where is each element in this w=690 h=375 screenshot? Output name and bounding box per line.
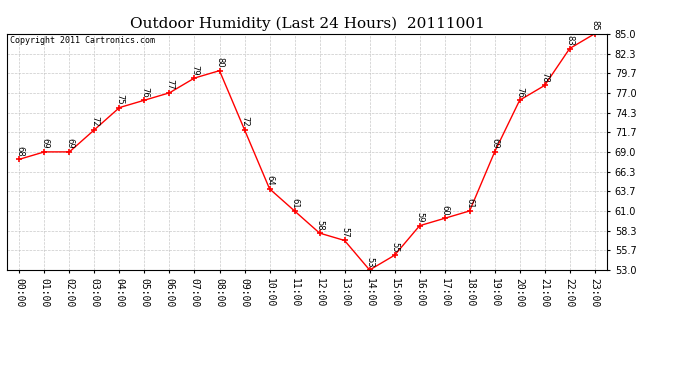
Text: 76: 76 — [515, 87, 524, 98]
Text: 60: 60 — [440, 205, 449, 216]
Text: 61: 61 — [465, 198, 474, 208]
Text: 58: 58 — [315, 220, 324, 230]
Text: 59: 59 — [415, 212, 424, 223]
Text: 78: 78 — [540, 72, 549, 82]
Text: 83: 83 — [565, 35, 574, 46]
Text: 57: 57 — [340, 227, 349, 238]
Title: Outdoor Humidity (Last 24 Hours)  20111001: Outdoor Humidity (Last 24 Hours) 2011100… — [130, 17, 484, 31]
Text: Copyright 2011 Cartronics.com: Copyright 2011 Cartronics.com — [10, 36, 155, 45]
Text: 55: 55 — [390, 242, 399, 252]
Text: 79: 79 — [190, 64, 199, 75]
Text: 85: 85 — [590, 20, 599, 31]
Text: 68: 68 — [15, 146, 24, 156]
Text: 77: 77 — [165, 79, 174, 90]
Text: 69: 69 — [65, 138, 74, 149]
Text: 75: 75 — [115, 94, 124, 105]
Text: 69: 69 — [490, 138, 499, 149]
Text: 76: 76 — [140, 87, 149, 98]
Text: 80: 80 — [215, 57, 224, 68]
Text: 72: 72 — [90, 116, 99, 127]
Text: 64: 64 — [265, 176, 274, 186]
Text: 53: 53 — [365, 256, 374, 267]
Text: 69: 69 — [40, 138, 49, 149]
Text: 61: 61 — [290, 198, 299, 208]
Text: 72: 72 — [240, 116, 249, 127]
